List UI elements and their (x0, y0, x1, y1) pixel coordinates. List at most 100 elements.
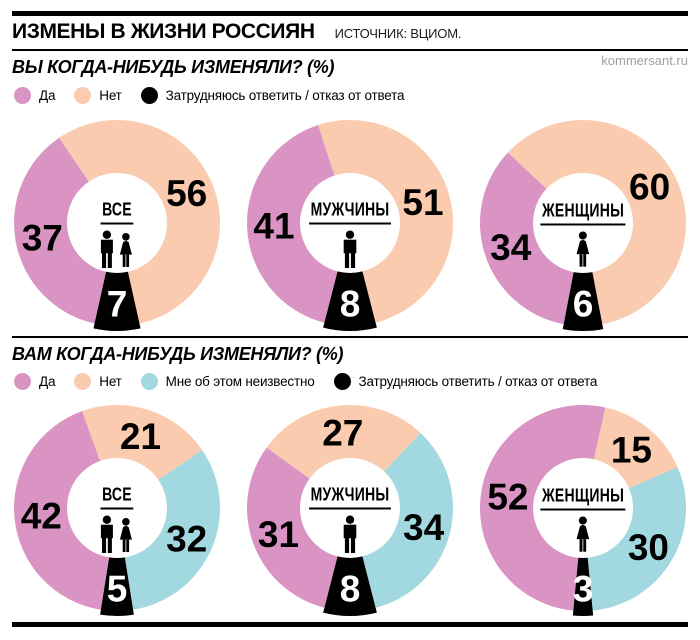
page-title: ИЗМЕНЫ В ЖИЗНИ РОССИЯН (12, 20, 315, 43)
kommersant-watermark: kommersant.ru (601, 53, 688, 68)
top-rule (12, 11, 688, 16)
slice-refusal (93, 271, 141, 332)
slice-value-label: 7 (106, 283, 127, 324)
donut-center: ЖЕНЩИНЫ (529, 486, 638, 553)
donut-center: МУЖЧИНЫ (297, 200, 402, 269)
legend-label: Нет (99, 88, 122, 103)
slice-yes (480, 404, 606, 611)
legend-label: Да (39, 88, 56, 103)
donut-cell-all: 5 42 21 32 ВСЕ (0, 399, 233, 618)
slice-value-label: 27 (322, 413, 363, 454)
slice-no (318, 119, 454, 323)
donut-cell-women: 6 34 60 ЖЕНЩИНЫ (467, 114, 700, 333)
slice-value-label: 15 (611, 430, 652, 471)
donut-chart-men: 8 31 27 34 (246, 405, 453, 617)
legend-item-yes: Да (14, 373, 55, 390)
slice-value-label: 31 (258, 514, 299, 555)
slice-value-label: 42 (20, 496, 61, 537)
slice-refusal (563, 272, 604, 332)
legend-label: Затрудняюсь ответить / отказ от ответа (165, 88, 405, 103)
donut-chart-all: 5 42 21 32 (13, 405, 220, 616)
slice-value-label: 8 (340, 283, 361, 324)
slice-refusal (99, 557, 134, 616)
donut-center-label: МУЖЧИНЫ (309, 485, 391, 510)
legend-item-refusal: Затрудняюсь ответить / отказ от ответа (140, 87, 405, 104)
section-divider-rule (12, 336, 688, 338)
slice-value-label: 37 (21, 218, 62, 259)
donut-center: ВСЕ (96, 485, 138, 554)
legend-label: Мне об этом неизвестно (165, 374, 315, 389)
slice-value-label: 34 (403, 507, 445, 548)
legend-label: Нет (99, 374, 122, 389)
legend-label: Затрудняюсь ответить / отказ от ответа (358, 374, 598, 389)
slice-no (508, 120, 687, 325)
slice-unknown (588, 467, 687, 611)
slice-value-label: 32 (166, 519, 207, 560)
unknown-swatch-icon (140, 373, 158, 390)
woman-icon (575, 516, 592, 553)
slice-yes (13, 137, 106, 324)
slice-value-label: 21 (120, 416, 161, 457)
donut-center: ЖЕНЩИНЫ (529, 201, 638, 268)
man-woman-icon (99, 230, 135, 269)
donut-chart-all: 7 37 56 (13, 120, 220, 332)
slice-value-label: 51 (402, 182, 443, 223)
slice-unknown (124, 450, 220, 610)
man-woman-icon (99, 515, 135, 554)
yes-swatch-icon (14, 373, 31, 390)
legend-item-unknown: Мне об этом неизвестно (140, 373, 315, 390)
slice-value-label: 30 (628, 527, 669, 568)
refusal-swatch-icon (333, 373, 351, 390)
no-swatch-icon (74, 87, 92, 104)
no-swatch-icon (74, 373, 92, 390)
slice-value-label: 34 (490, 227, 532, 268)
donut-row-cheated-on-you: 5 42 21 32 ВСЕ 8 31 27 34 МУЖЧИНЫ 3 52 15 30 ЖЕНЩИНЫ (0, 399, 700, 618)
legend-item-yes: Да (14, 87, 55, 104)
legend-you-cheated: Да Нет Затрудняюсь ответить / отказ от отв… (14, 87, 405, 104)
legend-item-refusal: Затрудняюсь ответить / отказ от ответа (333, 373, 598, 390)
donut-cell-women: 3 52 15 30 ЖЕНЩИНЫ (467, 399, 700, 618)
source-label: ИСТОЧНИК: ВЦИОМ. (334, 26, 462, 41)
section-title-you-cheated: ВЫ КОГДА-НИБУДЬ ИЗМЕНЯЛИ? (%) (12, 57, 335, 77)
header-rule (12, 49, 688, 51)
bottom-rule (12, 622, 688, 627)
slice-no (81, 405, 202, 480)
woman-icon (575, 231, 592, 268)
slice-refusal (573, 557, 594, 616)
slice-yes (246, 447, 338, 608)
donut-center-label: ВСЕ (100, 200, 134, 225)
refusal-swatch-icon (140, 87, 158, 104)
slice-value-label: 60 (629, 167, 670, 208)
donut-cell-men: 8 31 27 34 МУЖЧИНЫ (233, 399, 466, 618)
header: ИЗМЕНЫ В ЖИЗНИ РОССИЯН ИСТОЧНИК: ВЦИОМ. (12, 20, 688, 44)
slice-no (266, 405, 421, 479)
slice-value-label: 5 (106, 568, 127, 609)
donut-chart-men: 8 41 51 (246, 119, 454, 332)
slice-yes (480, 152, 574, 325)
slice-yes (13, 411, 109, 610)
legend-item-no: Нет (74, 87, 122, 104)
donut-chart-women: 3 52 15 30 (480, 404, 687, 616)
legend-label: Да (39, 374, 56, 389)
donut-center-label: ВСЕ (100, 485, 134, 510)
man-icon (341, 515, 358, 554)
donut-row-you-cheated: 7 37 56 ВСЕ 8 41 51 МУЖЧИНЫ 6 34 60 ЖЕНЩИНЫ (0, 114, 700, 333)
slice-value-label: 41 (253, 206, 294, 247)
slice-value-label: 56 (166, 173, 207, 214)
legend-cheated-on-you: Да Нет Мне об этом неизвестно Затрудняюсь о… (14, 373, 597, 390)
slice-value-label: 8 (340, 568, 361, 609)
slice-no (58, 120, 220, 324)
legend-item-no: Нет (74, 373, 122, 390)
slice-unknown (362, 432, 453, 608)
yes-swatch-icon (14, 87, 31, 104)
donut-chart-women: 6 34 60 (480, 120, 687, 332)
slice-value-label: 52 (488, 476, 529, 517)
donut-center: ВСЕ (96, 200, 138, 269)
donut-center-label: ЖЕНЩИНЫ (540, 201, 626, 226)
donut-cell-men: 8 41 51 МУЖЧИНЫ (233, 114, 466, 333)
slice-yes (246, 125, 338, 323)
slice-refusal (323, 556, 377, 617)
slice-no (594, 407, 678, 489)
section-title-cheated-on-you: ВАМ КОГДА-НИБУДЬ ИЗМЕНЯЛИ? (%) (12, 344, 344, 364)
slice-refusal (323, 271, 377, 332)
